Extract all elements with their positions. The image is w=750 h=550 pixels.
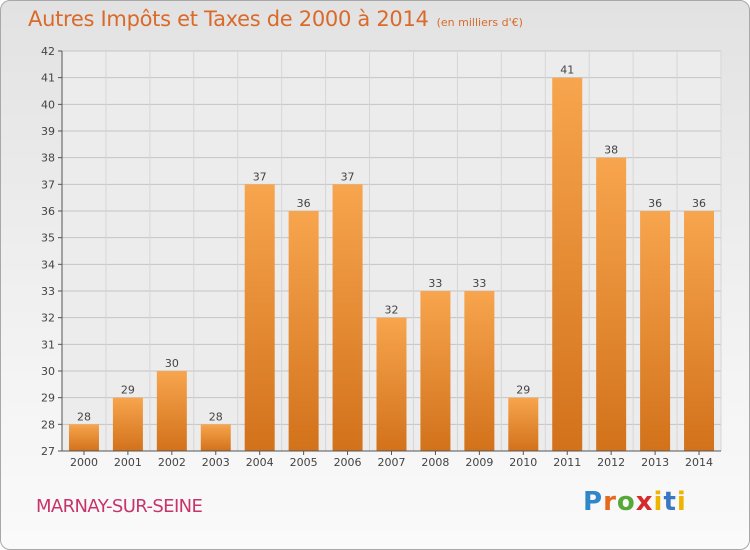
bar-2011 — [552, 78, 582, 451]
x-tick-label: 2000 — [70, 456, 98, 469]
y-tick-label: 32 — [41, 312, 55, 325]
bar-2004 — [245, 184, 275, 451]
x-tick-label: 2010 — [509, 456, 537, 469]
bar-value-label: 36 — [648, 197, 662, 210]
bar-2000 — [69, 424, 99, 451]
bar-value-label: 37 — [253, 170, 267, 183]
bar-value-label: 36 — [297, 197, 311, 210]
bar-value-label: 28 — [77, 410, 91, 423]
bar-2009 — [464, 291, 494, 451]
bar-value-label: 33 — [472, 277, 486, 290]
y-tick-label: 31 — [41, 338, 55, 351]
bar-2001 — [113, 398, 143, 451]
bar-2006 — [333, 184, 363, 451]
bar-2005 — [289, 211, 319, 451]
chart-frame: Autres Impôts et Taxes de 2000 à 2014 (en… — [0, 0, 750, 550]
x-tick-label: 2005 — [290, 456, 318, 469]
bar-2014 — [684, 211, 714, 451]
x-tick-label: 2007 — [378, 456, 406, 469]
bar-value-label: 36 — [692, 197, 706, 210]
y-tick-label: 30 — [41, 365, 55, 378]
y-tick-label: 29 — [41, 392, 55, 405]
bar-value-label: 37 — [341, 170, 355, 183]
x-tick-label: 2004 — [246, 456, 274, 469]
bar-value-label: 32 — [385, 304, 399, 317]
bar-2003 — [201, 424, 231, 451]
bar-value-label: 41 — [560, 64, 574, 77]
bar-2008 — [420, 291, 450, 451]
y-tick-label: 35 — [41, 232, 55, 245]
y-tick-label: 41 — [41, 72, 55, 85]
bar-value-label: 30 — [165, 357, 179, 370]
bar-2010 — [508, 398, 538, 451]
bar-2007 — [377, 318, 407, 451]
x-tick-label: 2003 — [202, 456, 230, 469]
bar-value-label: 29 — [516, 384, 530, 397]
x-tick-label: 2011 — [553, 456, 581, 469]
y-tick-label: 27 — [41, 445, 55, 458]
y-tick-label: 28 — [41, 418, 55, 431]
x-tick-label: 2012 — [597, 456, 625, 469]
y-tick-label: 38 — [41, 152, 55, 165]
x-tick-label: 2002 — [158, 456, 186, 469]
y-tick-label: 34 — [41, 258, 55, 271]
bar-2012 — [596, 158, 626, 451]
commune-name: MARNAY-SUR-SEINE — [36, 496, 202, 517]
x-tick-label: 2013 — [641, 456, 669, 469]
proxiti-logo: Proxiti — [583, 487, 687, 517]
bar-value-label: 29 — [121, 384, 135, 397]
y-tick-label: 36 — [41, 205, 55, 218]
y-tick-label: 40 — [41, 98, 55, 111]
y-tick-label: 39 — [41, 125, 55, 138]
x-tick-label: 2006 — [334, 456, 362, 469]
y-tick-label: 33 — [41, 285, 55, 298]
bar-2002 — [157, 371, 187, 451]
y-tick-label: 42 — [41, 45, 55, 58]
bar-value-label: 33 — [428, 277, 442, 290]
bar-2013 — [640, 211, 670, 451]
x-tick-label: 2001 — [114, 456, 142, 469]
bar-value-label: 28 — [209, 410, 223, 423]
bar-chart: 28 29 30 28 37 36 37 32 33 33 29 41 38 36 36 27 28 29 30 3… — [1, 1, 750, 550]
x-tick-label: 2009 — [465, 456, 493, 469]
bar-value-label: 38 — [604, 144, 618, 157]
y-tick-label: 37 — [41, 178, 55, 191]
x-tick-label: 2008 — [421, 456, 449, 469]
x-tick-label: 2014 — [685, 456, 713, 469]
